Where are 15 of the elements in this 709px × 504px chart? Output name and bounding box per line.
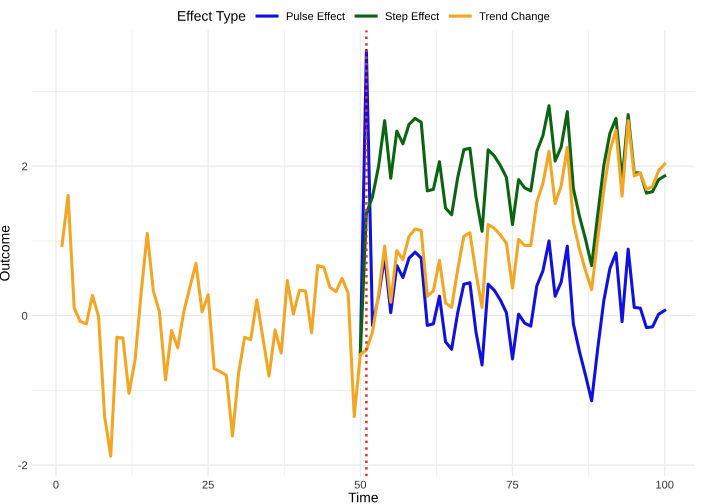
y-tick-label: 0 [22,312,28,320]
legend-title: Effect Type [178,10,246,24]
line-series [60,119,666,458]
x-axis-title: Time [348,492,378,502]
x-tick-label: 25 [202,480,214,489]
y-tick-label: -2 [18,461,28,470]
x-tick-label: 100 [656,480,674,489]
y-tick-label: 2 [22,162,28,170]
x-tick-label: 0 [53,480,59,489]
x-tick-label: 50 [354,480,366,489]
legend-label: Trend Change [479,12,550,22]
legend-label: Step Effect [386,12,440,22]
x-tick-label: 75 [506,480,518,489]
legend-label: Pulse Effect [286,12,345,20]
y-axis-title: Outcome [0,226,10,281]
